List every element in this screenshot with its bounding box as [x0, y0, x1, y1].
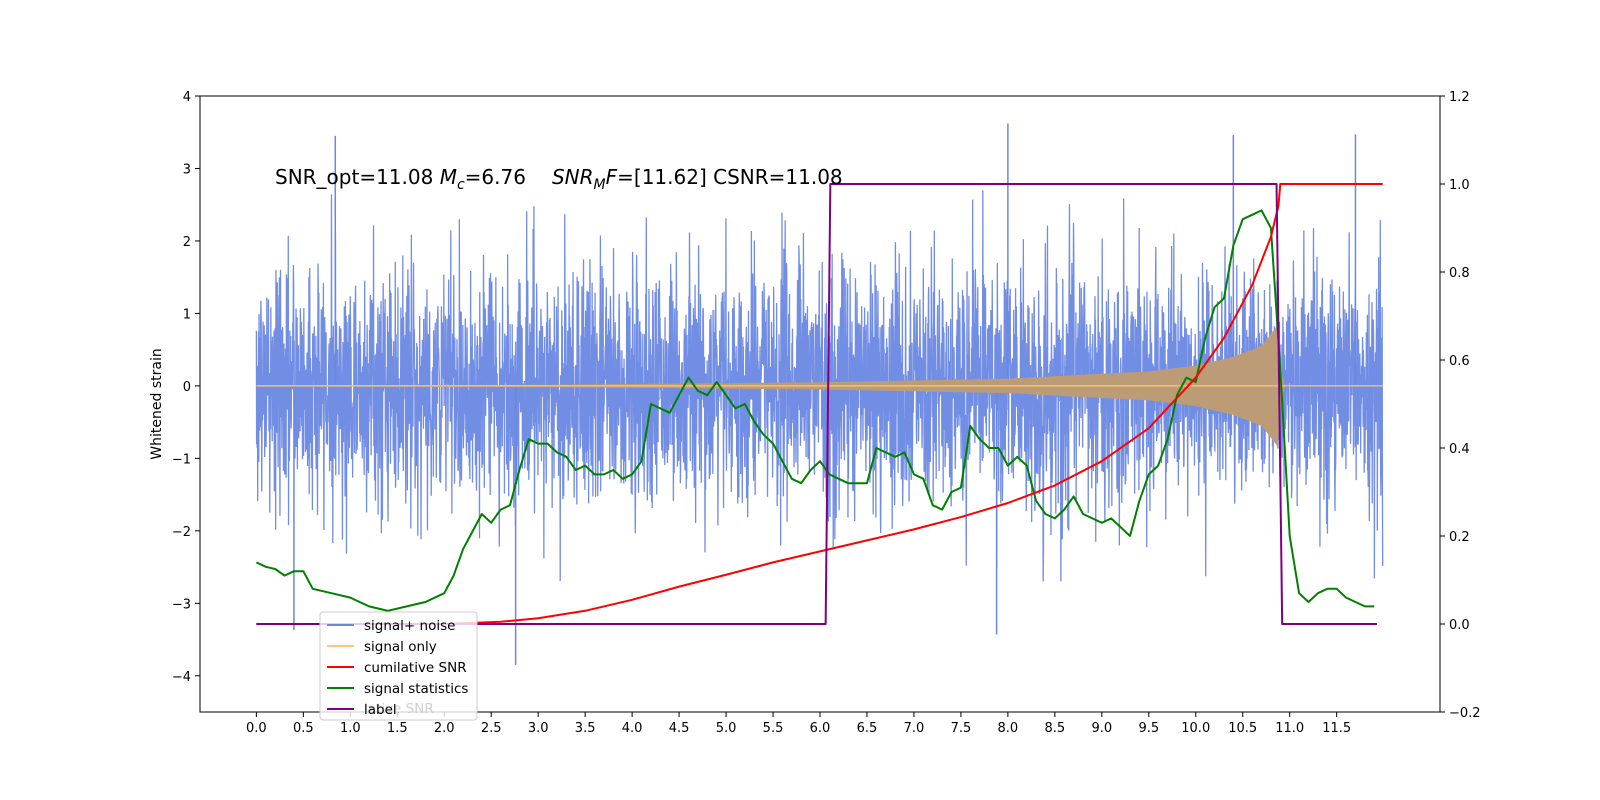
y-right-tick-label: 0.8 — [1449, 266, 1470, 281]
x-tick-label: 5.5 — [763, 721, 784, 736]
legend-label: signal only — [364, 639, 437, 655]
legend-label: label — [364, 702, 397, 718]
y-left-tick-label: −1 — [172, 452, 191, 467]
y-right-tick-label: 0.4 — [1449, 442, 1470, 457]
legend-label: signal+ noise — [364, 618, 455, 634]
x-tick-label: 6.5 — [857, 721, 878, 736]
x-tick-label: 8.0 — [998, 721, 1019, 736]
x-tick-label: 11.5 — [1322, 721, 1351, 736]
x-tick-label: 2.5 — [481, 721, 502, 736]
y-axis-right: 1.2 1.0 0.8 0.6 0.4 0.2 0.0 −0.2 — [1440, 90, 1481, 721]
y-axis-left: 4 3 2 1 0 −1 −2 −3 −4 — [172, 90, 200, 685]
y-left-tick-label: 4 — [183, 90, 191, 105]
y-left-tick-label: 2 — [183, 235, 191, 250]
x-tick-label: 0.5 — [293, 721, 314, 736]
cumulative-snr-line — [256, 183, 1383, 625]
y-right-tick-label: −0.2 — [1449, 706, 1481, 721]
x-tick-label: 8.5 — [1045, 721, 1066, 736]
y-right-tick-label: 0.6 — [1449, 354, 1470, 369]
x-tick-label: 1.5 — [387, 721, 408, 736]
series-signal-statistics — [255, 209, 1375, 612]
signal-statistics-line — [255, 209, 1375, 612]
x-tick-label: 9.5 — [1138, 721, 1159, 736]
x-tick-label: 3.0 — [528, 721, 549, 736]
x-tick-label: 6.0 — [810, 721, 831, 736]
x-tick-label: 4.5 — [669, 721, 690, 736]
label-line — [256, 183, 1378, 625]
y-left-tick-label: 3 — [183, 162, 191, 177]
x-tick-label: 1.0 — [340, 721, 361, 736]
y-axis-label: Whitened strain — [149, 348, 165, 459]
signal-noise-line — [255, 190, 1384, 582]
y-right-tick-label: 0.0 — [1449, 618, 1470, 633]
y-right-tick-label: 1.2 — [1449, 90, 1470, 105]
x-tick-label: 7.0 — [904, 721, 925, 736]
legend-label: cumilative SNR — [364, 660, 467, 676]
x-tick-label: 11.0 — [1275, 721, 1304, 736]
legend-box — [319, 611, 478, 721]
x-tick-label: 5.0 — [716, 721, 737, 736]
x-tick-label: 9.0 — [1091, 721, 1112, 736]
y-left-tick-label: −4 — [172, 670, 191, 685]
y-right-tick-label: 1.0 — [1449, 178, 1470, 193]
y-left-tick-label: 0 — [183, 380, 191, 395]
series-cumulative-snr — [256, 183, 1383, 625]
y-left-tick-label: −3 — [172, 597, 191, 612]
x-tick-label: 3.5 — [575, 721, 596, 736]
x-tick-label: 7.5 — [951, 721, 972, 736]
legend: lative SNR signal+ noise signal only cumila… — [319, 611, 478, 721]
x-tick-label: 0.0 — [246, 721, 267, 736]
legend-ghost-text: lative SNR — [364, 701, 434, 717]
x-tick-label: 4.0 — [622, 721, 643, 736]
series-signal-only — [256, 325, 1383, 447]
series-label — [256, 183, 1378, 625]
x-tick-label: 10.0 — [1181, 721, 1210, 736]
x-tick-label: 10.5 — [1228, 721, 1257, 736]
chart-annotation: SNR_opt=11.08 Mc=6.76 SNRMF=[11.62] CSNR=… — [275, 165, 843, 193]
legend-label: signal statistics — [364, 681, 468, 697]
x-tick-label: 2.0 — [434, 721, 455, 736]
x-axis: 0.0 0.5 1.0 1.5 2.0 2.5 3.0 3.5 4.0 4.5 5.0 5.5 6.0 6… — [246, 712, 1351, 736]
y-left-tick-label: −2 — [172, 525, 191, 540]
series-signal-noise — [255, 123, 1384, 665]
y-left-tick-label: 1 — [183, 307, 191, 322]
y-right-tick-label: 0.2 — [1449, 530, 1470, 545]
